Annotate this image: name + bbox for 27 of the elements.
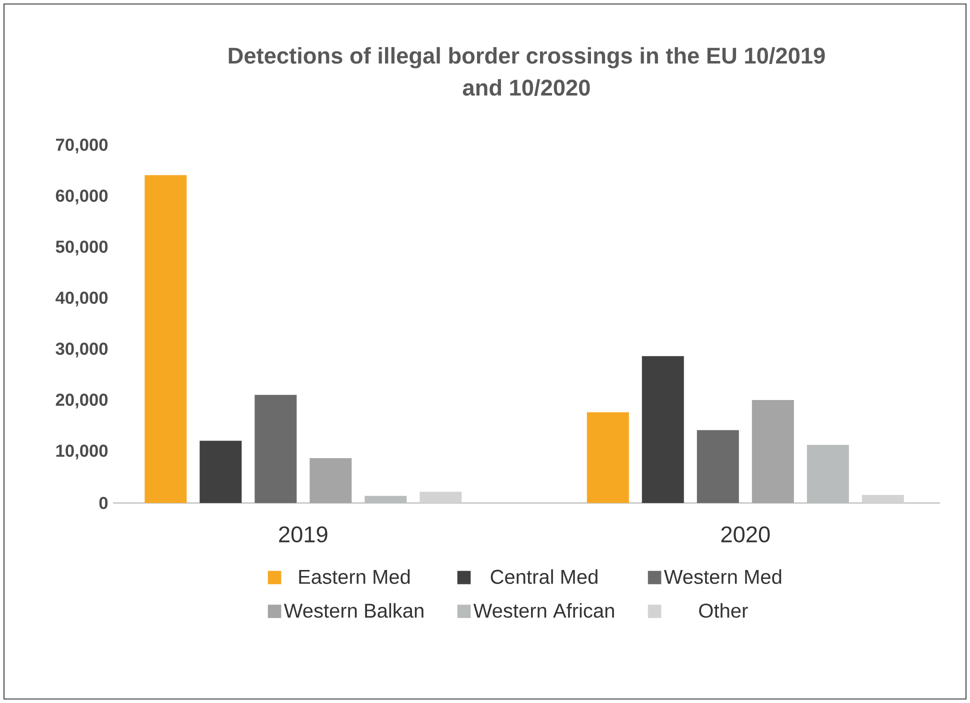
y-tick-label: 20,000 (56, 394, 108, 408)
y-tick-label: 70,000 (56, 138, 108, 154)
y-tick-label: 40,000 (56, 292, 108, 306)
bar (586, 412, 629, 503)
y-tick-label: 60,000 (56, 190, 108, 204)
y-tick-label: 0 (99, 496, 108, 510)
legend-label: Other (699, 603, 748, 618)
legend-label: Central Med (490, 569, 598, 584)
x-tick-label: 2020 (721, 526, 770, 542)
legend-label: Western Med (664, 569, 782, 584)
x-tick-label: 2019 (279, 526, 328, 542)
chart-title: Detections of illegal border crossings in the EU 10/2019 and 10/2020 (228, 47, 825, 96)
bar (752, 400, 794, 503)
legend-label: Western Balkan (284, 603, 424, 618)
legend-label: Western African (473, 603, 614, 618)
legend-label: Eastern Med (299, 569, 410, 584)
bar (862, 494, 904, 503)
bar (420, 492, 462, 503)
y-tick-label: 30,000 (56, 342, 108, 358)
bar (642, 356, 684, 503)
bar (696, 430, 739, 503)
bar (310, 458, 352, 503)
bar (254, 394, 297, 503)
y-tick-label: 50,000 (56, 240, 108, 256)
bar (144, 175, 187, 503)
bar (200, 440, 242, 503)
y-tick-label: 10,000 (56, 444, 108, 460)
